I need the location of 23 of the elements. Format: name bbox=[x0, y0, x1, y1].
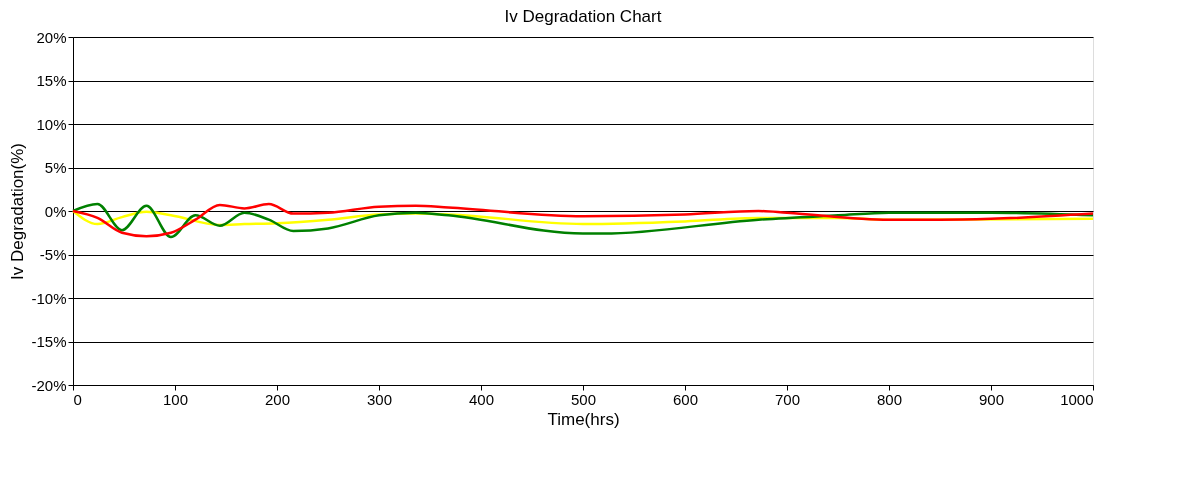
x-tick-label: 600 bbox=[672, 390, 699, 408]
y-tick-label: -10% bbox=[31, 289, 67, 307]
x-tick-label: 100 bbox=[162, 390, 189, 408]
x-tick-label: 0 bbox=[73, 390, 82, 408]
x-tick-label: 1000 bbox=[1060, 390, 1094, 408]
x-tick-label: 200 bbox=[264, 390, 291, 408]
x-tick-label: 700 bbox=[774, 390, 801, 408]
y-axis-title: Iv Degradation(%) bbox=[8, 142, 28, 281]
x-tick-label: 500 bbox=[570, 390, 597, 408]
x-tick-label: 900 bbox=[978, 390, 1005, 408]
y-tick-label: 0% bbox=[44, 202, 67, 220]
chart-title: Iv Degradation Chart bbox=[504, 7, 662, 26]
x-tick-label: 300 bbox=[366, 390, 393, 408]
y-tick-label: 20% bbox=[36, 28, 67, 46]
x-tick-label: 400 bbox=[468, 390, 495, 408]
y-tick-label: 15% bbox=[36, 72, 67, 89]
y-tick-label: -20% bbox=[31, 376, 67, 394]
x-tick-label: 800 bbox=[876, 390, 903, 408]
y-tick-label: 10% bbox=[36, 115, 67, 133]
x-axis-title: Time(hrs) bbox=[547, 409, 620, 429]
y-tick-label: 5% bbox=[44, 159, 67, 176]
y-tick-label: -5% bbox=[39, 246, 67, 263]
y-tick-label: -15% bbox=[31, 333, 67, 350]
